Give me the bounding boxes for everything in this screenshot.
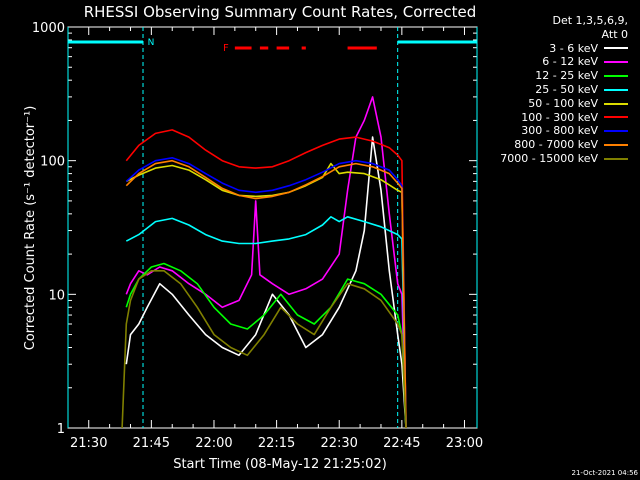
legend-entry-label: 100 - 300 keV: [521, 110, 598, 124]
legend: Det 1,3,5,6,9, Att 0 3 - 6 keV 6 - 12 keV…: [478, 14, 628, 166]
legend-entry: 300 - 800 keV: [478, 124, 628, 138]
series-line-3: [125, 262, 407, 429]
x-tick-label: 22:00: [195, 436, 232, 451]
plot-frame: [67, 26, 478, 429]
y-tick-label: 100: [40, 155, 65, 170]
y-axis-label: Corrected Count Rate (s⁻¹ detector⁻¹): [23, 106, 38, 351]
y-tick-label: 1000: [32, 21, 65, 36]
legend-header-line-1: Det 1,3,5,6,9,: [552, 14, 628, 27]
legend-entry-label: 7000 - 15000 keV: [500, 151, 598, 165]
legend-header-line-2: Att 0: [601, 27, 628, 41]
legend-entry: 7000 - 15000 keV: [478, 152, 628, 166]
legend-entry-label: 800 - 7000 keV: [514, 138, 598, 152]
legend-swatch: [604, 75, 628, 78]
legend-swatch: [604, 88, 628, 91]
legend-entries: 3 - 6 keV 6 - 12 keV 12 - 25 keV 25 - 50 ke…: [478, 42, 628, 166]
legend-entry: 50 - 100 keV: [478, 97, 628, 111]
x-tick-label: 23:00: [446, 436, 483, 451]
series-line-5: [125, 162, 407, 429]
legend-swatch: [604, 116, 628, 119]
x-tick-label: 22:15: [258, 436, 295, 451]
legend-swatch: [604, 61, 628, 64]
x-tick-label: 21:30: [70, 436, 107, 451]
series-line-2: [125, 96, 407, 429]
chart-title: RHESSI Observing Summary Count Rates, Co…: [84, 3, 477, 21]
night-label: N: [148, 38, 155, 48]
legend-entry-label: 3 - 6 keV: [549, 41, 598, 55]
legend-entry: 100 - 300 keV: [478, 111, 628, 125]
x-tick-label: 22:30: [320, 436, 357, 451]
x-axis-label: Start Time (08-May-12 21:25:02): [173, 457, 387, 472]
legend-swatch: [604, 157, 628, 160]
legend-entry: 3 - 6 keV: [478, 42, 628, 56]
flare-label: F: [223, 43, 229, 54]
legend-entry-label: 12 - 25 keV: [535, 69, 598, 83]
legend-swatch: [604, 102, 628, 105]
legend-entry-label: 6 - 12 keV: [542, 55, 598, 69]
legend-entry: 800 - 7000 keV: [478, 138, 628, 152]
series-line-4: [125, 216, 407, 429]
legend-entry: 12 - 25 keV: [478, 69, 628, 83]
series-line-1: [125, 136, 407, 429]
legend-entry-label: 50 - 100 keV: [528, 96, 598, 110]
legend-entry: 6 - 12 keV: [478, 55, 628, 69]
legend-entry-label: 300 - 800 keV: [521, 124, 598, 138]
series-lines: [121, 96, 407, 429]
x-tick-label: 21:45: [133, 436, 170, 451]
y-tick-label: 10: [48, 288, 65, 303]
series-line-6: [125, 129, 407, 429]
legend-swatch: [604, 144, 628, 147]
footer-timestamp: 21-Oct-2021 04:56: [571, 469, 638, 477]
x-tick-label: 22:45: [383, 436, 420, 451]
series-line-9: [121, 269, 407, 429]
legend-swatch: [604, 47, 628, 50]
y-tick-label: 1: [57, 422, 65, 437]
legend-entry-label: 25 - 50 keV: [535, 82, 598, 96]
series-line-8: [125, 159, 407, 429]
legend-entry: 25 - 50 keV: [478, 83, 628, 97]
legend-swatch: [604, 130, 628, 133]
axes: 21:30 21:45 22:00 22:15 22:30 22:45 23:00 1 10 10…: [32, 21, 483, 451]
series-line-7: [125, 157, 407, 429]
